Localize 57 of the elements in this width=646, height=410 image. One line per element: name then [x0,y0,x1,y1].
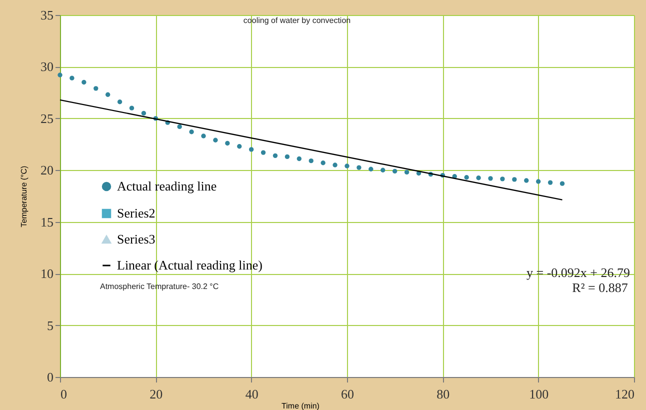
y-tick-label: 15 [40,214,54,230]
point [308,158,314,164]
point [260,150,266,155]
y-tick-label: 10 [40,266,54,282]
point [476,176,481,180]
point [536,179,541,184]
y-tick-label: 5 [47,318,54,333]
y-axis-title: Temperature (°C) [20,165,28,228]
point [464,175,469,180]
point [380,168,386,172]
point [94,86,98,91]
point [213,138,218,142]
annotation: R² = 0.887 [572,280,628,295]
point [488,176,493,181]
point [332,162,338,168]
x-tick-label: 100 [529,386,549,402]
y-tick-label: 25 [40,110,54,126]
y-tick-label: 20 [40,162,54,178]
y-tick-label: 0 [47,370,54,384]
point [320,160,326,166]
point [237,144,242,149]
x-tick-label: 20 [150,386,163,402]
point [177,124,182,130]
y-tick-label: 30 [40,59,54,74]
point [560,181,565,186]
point [129,106,134,110]
point [82,80,86,85]
legend-label: Series2 [117,206,156,220]
point [284,154,290,160]
point [141,110,146,116]
y-tick-label: 35 [40,8,54,22]
point [548,180,553,185]
x-tick-label: 40 [245,386,258,402]
x-tick-label: 60 [341,386,354,402]
point [512,177,517,182]
point [344,164,350,168]
x-tick-label: 0 [60,386,67,402]
point [524,178,529,183]
point [368,166,374,172]
point [296,156,302,162]
point [392,168,398,174]
point [248,147,254,152]
point [58,72,62,78]
point [117,100,122,104]
point [105,92,110,97]
x-axis-title: Time (min) [282,402,320,410]
point [201,134,206,138]
point [404,170,410,175]
point [225,140,230,146]
point [70,76,74,80]
x-tick-label: 120 [615,386,634,402]
point [272,153,278,158]
point [189,130,194,134]
point [500,176,505,182]
point [356,165,362,170]
legend-label: Series3 [117,232,156,246]
x-tick-label: 80 [436,386,450,402]
